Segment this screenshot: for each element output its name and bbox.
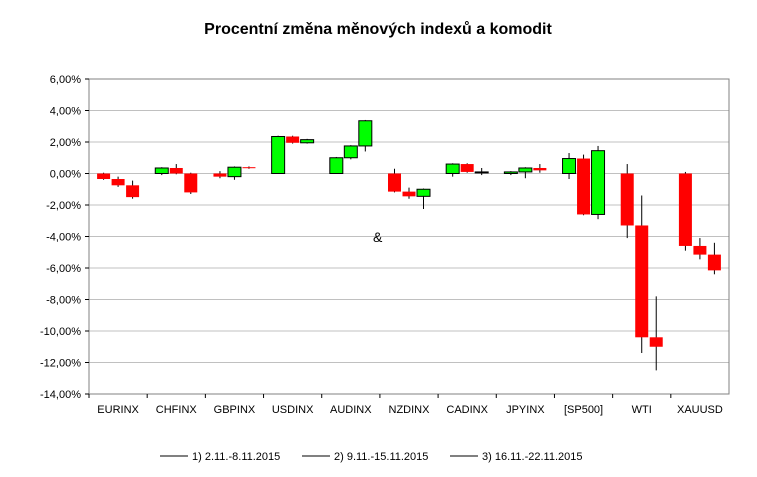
x-tick-label: CHFINX xyxy=(156,404,198,416)
x-tick-label: CADINX xyxy=(446,404,488,416)
candle xyxy=(343,145,358,160)
candle xyxy=(562,153,577,180)
candle xyxy=(111,176,125,187)
candle xyxy=(591,145,606,220)
y-tick-label: 2,00% xyxy=(50,137,81,149)
legend-label: 1) 2.11.-8.11.2015 xyxy=(192,451,280,463)
candle xyxy=(271,135,286,175)
candle-body xyxy=(286,136,300,143)
y-tick-label: 6,00% xyxy=(50,74,81,86)
candles xyxy=(97,119,721,371)
candle xyxy=(518,167,533,179)
candle-body xyxy=(620,173,634,226)
candle-body xyxy=(591,150,606,215)
candle xyxy=(474,167,489,176)
y-tick-label: -8,00% xyxy=(46,295,81,307)
candle xyxy=(635,195,649,354)
y-tick-label: 0,00% xyxy=(50,169,81,181)
candle-body xyxy=(518,167,533,173)
x-tick-label: AUDINX xyxy=(330,404,372,416)
candle xyxy=(460,163,474,173)
candle-body xyxy=(271,135,286,175)
candle xyxy=(503,171,518,176)
y-tick-label: -2,00% xyxy=(46,200,81,212)
x-tick-label: USDINX xyxy=(272,404,314,416)
legend: 1) 2.11.-8.11.2015 2) 9.11.-15.11.2015 3) … xyxy=(160,451,583,463)
candle xyxy=(678,171,692,251)
candle xyxy=(358,119,373,152)
candle xyxy=(707,242,721,275)
candle-body xyxy=(416,188,431,197)
x-tick-label: WTI xyxy=(632,404,652,416)
candle-body xyxy=(184,173,198,193)
candle xyxy=(184,172,198,194)
candle-body xyxy=(97,173,111,180)
candle-body xyxy=(562,158,577,175)
candle xyxy=(533,164,547,173)
candle-body xyxy=(577,158,591,215)
candle-body xyxy=(402,191,416,197)
y-axis: 6,00% 4,00% 2,00% 0,00% -2,00% -4,00% -6,00% -8… xyxy=(40,74,89,401)
candle xyxy=(242,166,256,169)
candle xyxy=(649,296,663,371)
candle xyxy=(445,163,460,177)
candle-body xyxy=(227,166,242,178)
candle xyxy=(577,154,591,216)
candle-body xyxy=(300,139,315,144)
candle-body xyxy=(111,179,125,186)
candle xyxy=(97,172,111,180)
y-tick-label: -6,00% xyxy=(46,263,81,275)
candle-body xyxy=(343,145,358,159)
candle xyxy=(329,156,344,174)
y-tick-label: 4,00% xyxy=(50,106,81,118)
candle-body xyxy=(169,167,183,174)
x-tick-label: JPYINX xyxy=(506,404,545,416)
candle xyxy=(213,171,227,179)
candle-body xyxy=(649,337,663,347)
y-tick-label: -12,00% xyxy=(40,358,81,370)
x-tick-label: XAUUSD xyxy=(677,404,723,416)
legend-label: 3) 16.11.-22.11.2015 xyxy=(482,451,583,463)
x-tick-label: EURINX xyxy=(97,404,139,416)
y-tick-label: -10,00% xyxy=(40,326,81,338)
candle-body xyxy=(242,167,256,169)
candle-body xyxy=(635,225,649,338)
candle-body xyxy=(678,173,692,246)
candle-body xyxy=(474,171,489,174)
candle xyxy=(300,138,315,144)
candle-body xyxy=(126,185,140,198)
candle xyxy=(227,166,242,180)
y-tick-label: -14,00% xyxy=(40,389,81,401)
candle xyxy=(620,164,634,239)
x-tick-label: NZDINX xyxy=(389,404,431,416)
candle-body xyxy=(358,120,373,147)
legend-label: 2) 9.11.-15.11.2015 xyxy=(334,451,428,463)
candle xyxy=(154,167,169,176)
candle xyxy=(169,164,183,175)
candle-body xyxy=(329,157,344,174)
candle xyxy=(286,135,300,144)
candle-body xyxy=(707,254,721,271)
candle xyxy=(693,238,707,260)
y-tick-label: -4,00% xyxy=(46,232,81,244)
candle-body xyxy=(388,173,401,192)
candle-body xyxy=(693,245,707,255)
x-axis: EURINX CHFINX GBPINX USDINX AUDINX NZDINX CADI… xyxy=(88,394,723,416)
chart-annotation: & xyxy=(373,229,383,245)
candle xyxy=(416,188,431,209)
candle xyxy=(388,168,401,193)
candle-body xyxy=(445,163,460,175)
candle-body xyxy=(503,171,518,175)
candle xyxy=(126,180,140,199)
candle-body xyxy=(213,173,227,177)
candle-body xyxy=(154,167,169,175)
x-tick-label: [SP500] xyxy=(564,404,603,416)
candle-body xyxy=(460,164,474,172)
chart-title: Procentní změna měnových indexů a komodi… xyxy=(204,21,552,38)
candle xyxy=(402,187,416,199)
candle-body xyxy=(533,167,547,171)
x-tick-label: GBPINX xyxy=(214,404,256,416)
grid xyxy=(89,110,729,363)
